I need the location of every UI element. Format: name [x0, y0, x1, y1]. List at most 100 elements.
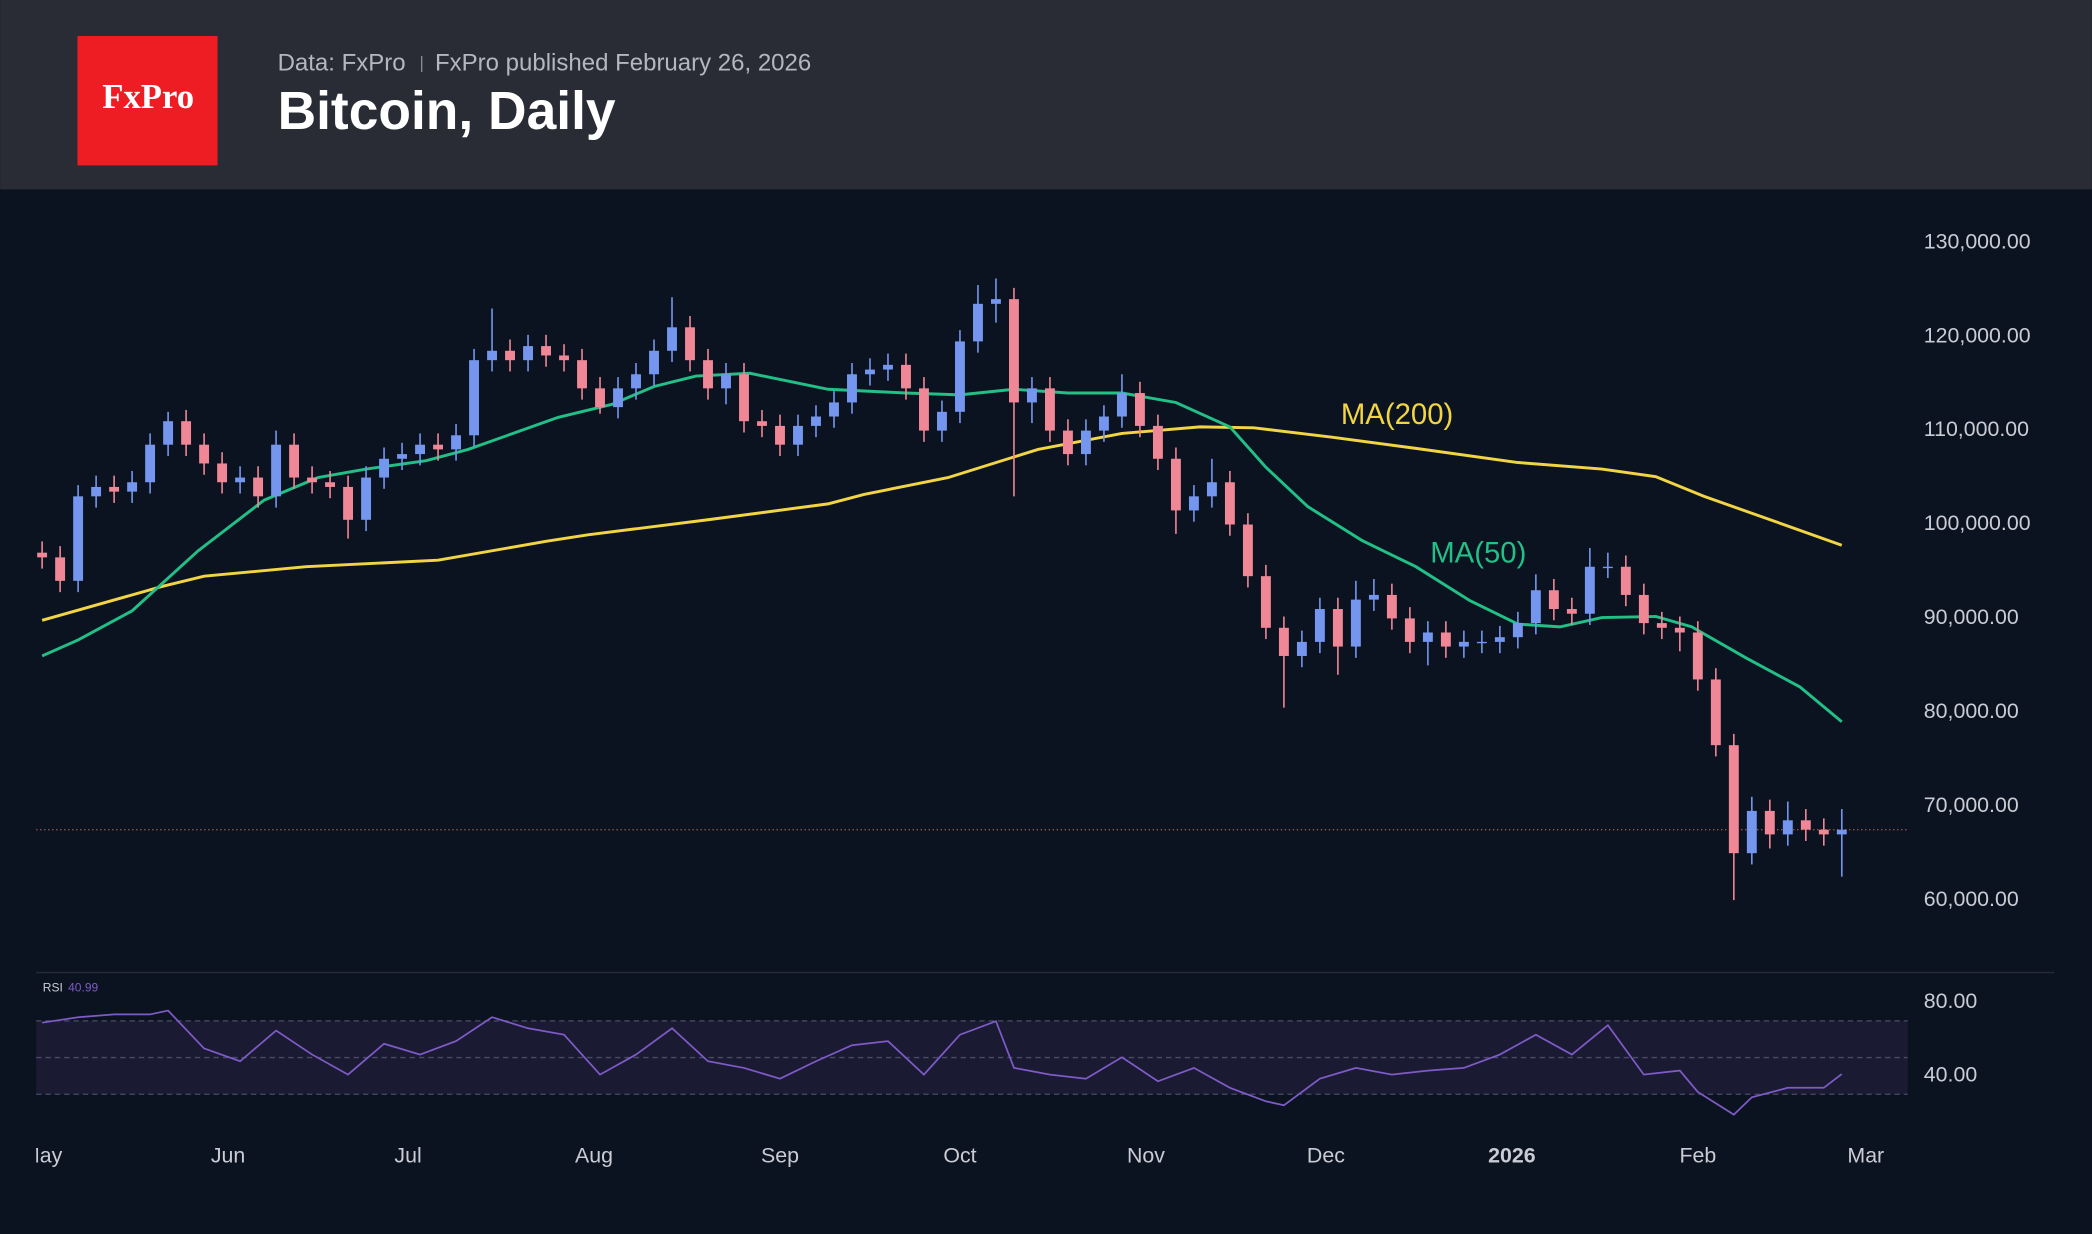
- candle-body: [1296, 641, 1307, 656]
- candle-body: [1009, 299, 1019, 403]
- source: Data: FxPro: [278, 49, 406, 76]
- logo-box: [77, 36, 218, 166]
- y-tick-label: 90,000.00: [1924, 605, 2019, 629]
- candle-body: [1422, 632, 1433, 642]
- candle-body: [37, 552, 48, 558]
- x-tick-label: Aug: [575, 1143, 613, 1167]
- candle-body: [523, 346, 533, 361]
- y-tick-label: 80,000.00: [1924, 699, 2019, 723]
- candle-body: [991, 299, 1001, 304]
- candle-body: [1746, 810, 1757, 854]
- candle-body: [1098, 416, 1109, 431]
- candle-body: [793, 425, 803, 445]
- candle-body: [595, 388, 605, 408]
- x-tick-label: Jul: [394, 1143, 421, 1167]
- candle-body: [685, 327, 695, 361]
- candle-body: [541, 346, 551, 356]
- x-tick-label: Nov: [1127, 1143, 1165, 1167]
- candle-body: [1584, 566, 1595, 614]
- candle-body: [757, 421, 767, 426]
- candle-body: [1206, 482, 1217, 497]
- candle-body: [109, 486, 120, 492]
- candle-body: [1188, 496, 1199, 511]
- candle-body: [631, 374, 641, 389]
- candle-body: [1242, 524, 1253, 577]
- candle-body: [1800, 820, 1811, 830]
- chart-title: Bitcoin, Daily: [278, 82, 616, 141]
- candle-body: [217, 463, 228, 483]
- candle-body: [1530, 590, 1541, 624]
- y-tick-label: 70,000.00: [1924, 793, 2019, 817]
- candle-body: [1566, 609, 1577, 614]
- candle-body: [307, 477, 318, 483]
- candle-body: [901, 364, 911, 389]
- candle-body: [649, 350, 659, 375]
- candle-body: [127, 482, 138, 492]
- candle-body: [343, 486, 354, 520]
- rsi-tick-label: 80.00: [1924, 989, 1978, 1013]
- y-tick-label: 120,000.00: [1924, 323, 2031, 347]
- y-tick-label: 130,000.00: [1924, 229, 2031, 253]
- candle-body: [955, 341, 965, 412]
- candle-body: [361, 477, 372, 520]
- candle-body: [1548, 590, 1559, 610]
- x-tick-label: Dec: [1307, 1143, 1345, 1167]
- candle-body: [1602, 566, 1613, 569]
- candle-body: [1116, 393, 1127, 417]
- candle-body: [91, 486, 102, 497]
- candle-body: [397, 454, 408, 459]
- candle-body: [703, 360, 713, 389]
- rsi-value: 40.99: [68, 981, 98, 995]
- candle-body: [613, 388, 623, 408]
- x-tick-label: 2026: [1488, 1143, 1536, 1167]
- x-tick-label: Oct: [943, 1143, 976, 1167]
- candle-body: [505, 350, 515, 361]
- candle-body: [1638, 594, 1649, 624]
- candle-body: [1152, 425, 1163, 459]
- candle-body: [667, 327, 677, 351]
- candle-body: [1674, 627, 1685, 633]
- candle-body: [487, 350, 497, 361]
- candle-body: [289, 444, 300, 478]
- candle-body: [811, 416, 821, 426]
- candle-body: [145, 444, 156, 483]
- plot-area: [36, 278, 1908, 1116]
- candle-body: [1692, 632, 1703, 680]
- candle-body: [1350, 599, 1361, 647]
- candle-body: [271, 444, 282, 497]
- candle-body: [73, 496, 84, 581]
- candle-body: [253, 477, 264, 497]
- rsi-tick-label: 40.00: [1924, 1063, 1978, 1087]
- candle-body: [559, 355, 569, 361]
- candle-body: [1764, 810, 1775, 835]
- candle-body: [1332, 609, 1343, 647]
- candle-body: [55, 557, 66, 581]
- candle-body: [1386, 594, 1397, 619]
- header-bar: [0, 0, 2092, 190]
- candle-body: [847, 374, 857, 403]
- candle-body: [739, 374, 749, 422]
- candle-body: [1458, 641, 1469, 647]
- rsi-line: [41, 1009, 1843, 1116]
- x-tick-label: Sep: [761, 1143, 799, 1167]
- candle-body: [1027, 388, 1037, 403]
- candle-body: [883, 364, 893, 370]
- candle-body: [829, 402, 839, 417]
- candle-body: [1062, 430, 1073, 455]
- candle-body: [1278, 627, 1289, 656]
- candle-body: [1782, 820, 1793, 835]
- candle-body: [325, 482, 336, 487]
- candle-body: [1620, 566, 1631, 595]
- candle-body: [1710, 679, 1721, 746]
- candle-body: [1512, 623, 1523, 638]
- rsi-label: RSI: [43, 981, 63, 995]
- candle-body: [973, 303, 983, 342]
- candle-body: [1440, 632, 1451, 647]
- candle-body: [1224, 482, 1235, 525]
- candle-body: [181, 421, 192, 445]
- candle-body: [379, 458, 390, 478]
- candle-body: [199, 444, 210, 464]
- candle-body: [1260, 576, 1271, 628]
- candle-body: [577, 360, 587, 389]
